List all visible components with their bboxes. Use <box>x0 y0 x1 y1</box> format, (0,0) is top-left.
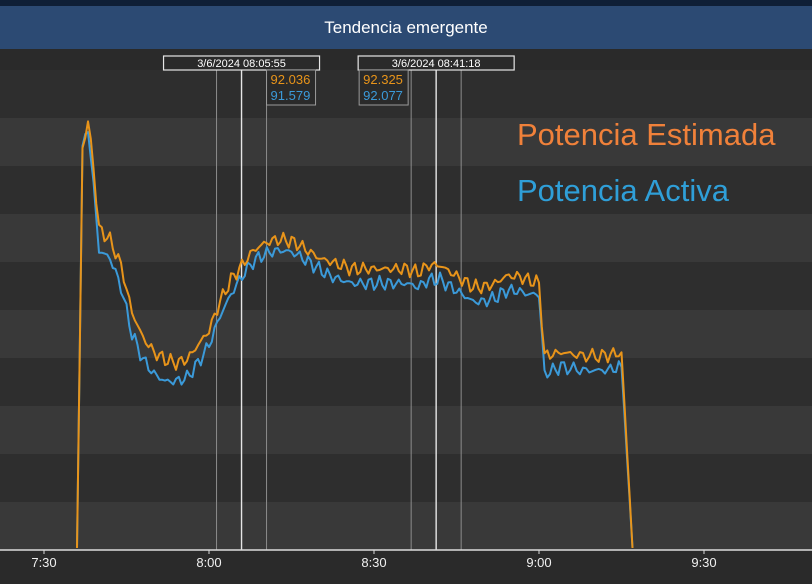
cursor-value-estimada: 92.036 <box>271 72 311 87</box>
grid-band <box>0 118 812 166</box>
legend-activa: Potencia Activa <box>517 173 729 208</box>
legend-estimada: Potencia Estimada <box>517 117 776 152</box>
x-tick-label: 9:00 <box>526 555 551 570</box>
window-title: Tendencia emergente <box>0 6 812 49</box>
x-tick-label: 8:30 <box>361 555 386 570</box>
grid-band <box>0 502 812 550</box>
grid-band <box>0 214 812 262</box>
cursor-value-activa: 92.077 <box>363 88 403 103</box>
series-line-activa <box>76 131 634 549</box>
grid-band <box>0 358 812 406</box>
cursor-value-estimada: 92.325 <box>363 72 403 87</box>
cursor-value-activa: 91.579 <box>271 88 311 103</box>
x-tick-label: 7:30 <box>31 555 56 570</box>
grid-band <box>0 262 812 310</box>
grid-band <box>0 454 812 502</box>
cursor-timestamp: 3/6/2024 08:41:18 <box>392 58 481 70</box>
x-tick-label: 8:00 <box>196 555 221 570</box>
grid-band <box>0 310 812 358</box>
cursor-timestamp: 3/6/2024 08:05:55 <box>197 58 286 70</box>
grid-band <box>0 406 812 454</box>
grid-band <box>0 166 812 214</box>
x-tick-label: 9:30 <box>691 555 716 570</box>
series-line-estimada <box>76 120 634 549</box>
top-strip <box>0 0 812 6</box>
trend-chart[interactable]: 7:30 8:00 8:30 9:00 9:30 3/6/2024 08:05:55 92… <box>0 49 812 584</box>
